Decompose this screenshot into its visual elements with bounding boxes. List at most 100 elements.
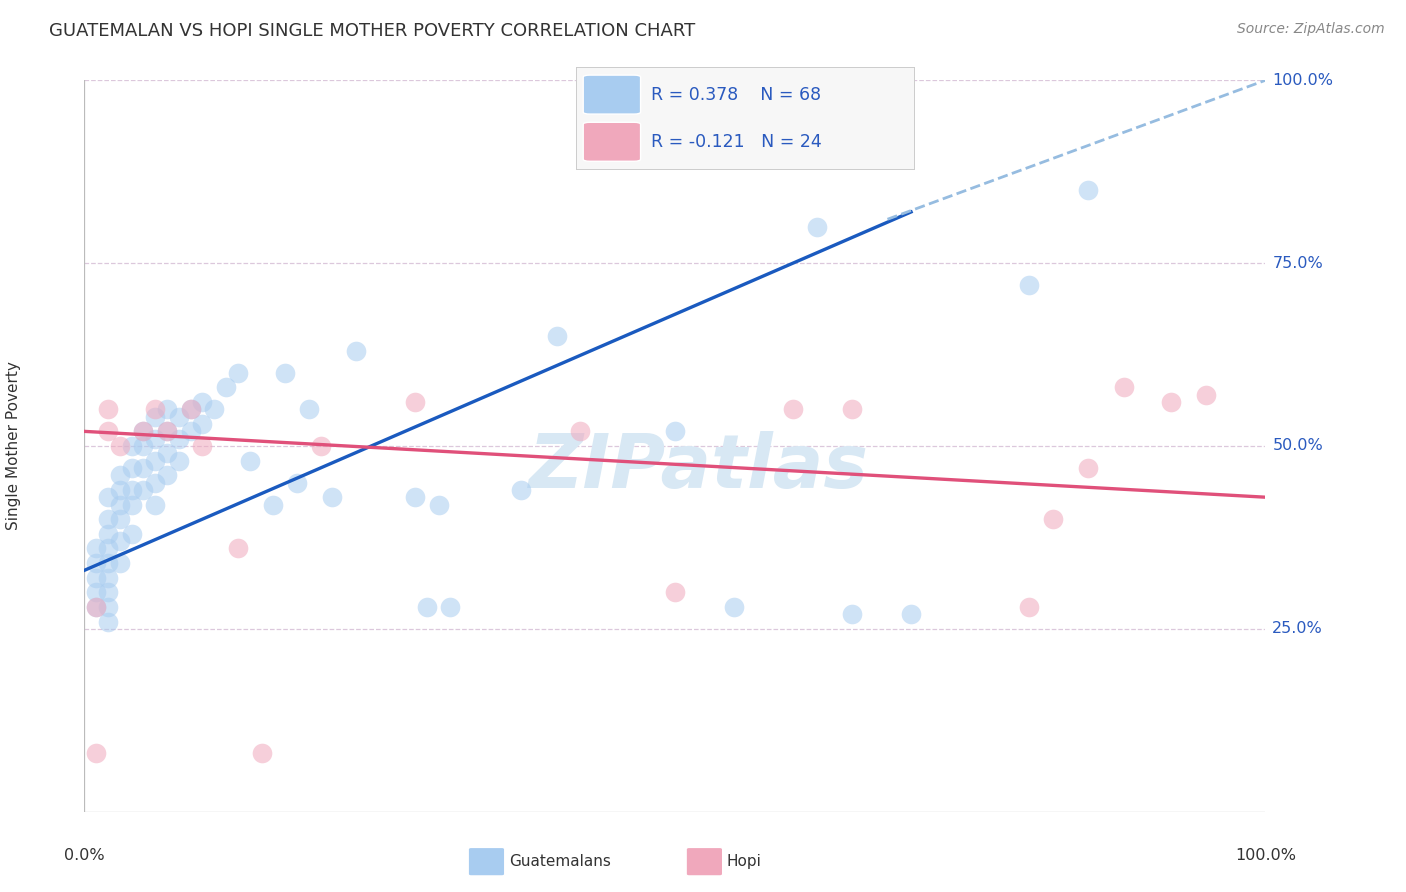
Point xyxy=(84,599,107,614)
Point xyxy=(108,439,131,453)
Point xyxy=(439,599,461,614)
Point xyxy=(97,512,120,526)
Point xyxy=(191,439,214,453)
Point xyxy=(108,498,131,512)
Point xyxy=(84,585,107,599)
Point xyxy=(180,425,202,439)
Text: 100.0%: 100.0% xyxy=(1234,848,1296,863)
Point xyxy=(97,556,120,570)
Point xyxy=(121,483,143,497)
Point xyxy=(143,498,166,512)
Point xyxy=(900,607,922,622)
Point xyxy=(191,395,214,409)
Point xyxy=(416,599,439,614)
Point xyxy=(132,425,155,439)
Point xyxy=(156,468,179,483)
Point xyxy=(723,599,745,614)
Point xyxy=(132,425,155,439)
Point xyxy=(510,483,533,497)
Point xyxy=(841,402,863,417)
Point xyxy=(97,615,120,629)
Point xyxy=(97,599,120,614)
Point xyxy=(239,453,262,467)
Point xyxy=(143,402,166,417)
Point xyxy=(404,490,426,504)
Text: Single Mother Poverty: Single Mother Poverty xyxy=(6,361,21,531)
Point xyxy=(84,599,107,614)
Point xyxy=(156,402,179,417)
Point xyxy=(1018,599,1040,614)
Point xyxy=(97,526,120,541)
Point xyxy=(1077,183,1099,197)
Point xyxy=(321,490,343,504)
Point xyxy=(97,490,120,504)
Point xyxy=(97,425,120,439)
Text: Source: ZipAtlas.com: Source: ZipAtlas.com xyxy=(1237,22,1385,37)
Point xyxy=(167,432,190,446)
Point xyxy=(191,417,214,431)
Point xyxy=(1160,395,1182,409)
Point xyxy=(121,498,143,512)
Point xyxy=(132,461,155,475)
Point xyxy=(1018,278,1040,293)
Point xyxy=(97,571,120,585)
Point xyxy=(156,425,179,439)
Point xyxy=(167,409,190,424)
Text: R = -0.121   N = 24: R = -0.121 N = 24 xyxy=(651,133,821,151)
Point xyxy=(841,607,863,622)
Point xyxy=(1195,388,1218,402)
Point xyxy=(167,453,190,467)
Point xyxy=(97,541,120,556)
Point xyxy=(546,329,568,343)
Point xyxy=(97,585,120,599)
Point xyxy=(108,483,131,497)
Point xyxy=(180,402,202,417)
Point xyxy=(108,512,131,526)
Point xyxy=(404,395,426,409)
Point xyxy=(108,556,131,570)
Point xyxy=(250,746,273,760)
Point xyxy=(143,475,166,490)
Point xyxy=(274,366,297,380)
Point xyxy=(84,556,107,570)
Point xyxy=(806,219,828,234)
Point xyxy=(782,402,804,417)
Point xyxy=(143,432,166,446)
Point xyxy=(143,453,166,467)
Point xyxy=(226,366,249,380)
Point xyxy=(121,439,143,453)
Text: GUATEMALAN VS HOPI SINGLE MOTHER POVERTY CORRELATION CHART: GUATEMALAN VS HOPI SINGLE MOTHER POVERTY… xyxy=(49,22,696,40)
Point xyxy=(1042,512,1064,526)
Point xyxy=(108,468,131,483)
Text: 25.0%: 25.0% xyxy=(1272,622,1323,636)
Point xyxy=(156,425,179,439)
Point xyxy=(143,409,166,424)
Point xyxy=(1112,380,1135,394)
Text: 75.0%: 75.0% xyxy=(1272,256,1323,270)
Point xyxy=(121,526,143,541)
Point xyxy=(132,439,155,453)
Point xyxy=(84,746,107,760)
FancyBboxPatch shape xyxy=(583,75,641,114)
Point xyxy=(226,541,249,556)
Point xyxy=(309,439,332,453)
Point xyxy=(344,343,367,358)
Point xyxy=(121,461,143,475)
Point xyxy=(427,498,450,512)
Text: 0.0%: 0.0% xyxy=(65,848,104,863)
Text: ZIPatlas: ZIPatlas xyxy=(529,432,869,505)
Point xyxy=(132,483,155,497)
Point xyxy=(664,425,686,439)
FancyBboxPatch shape xyxy=(583,122,641,161)
Point xyxy=(84,541,107,556)
Point xyxy=(298,402,321,417)
Text: Guatemalans: Guatemalans xyxy=(509,855,610,869)
Point xyxy=(285,475,308,490)
Point xyxy=(1077,461,1099,475)
Point xyxy=(215,380,238,394)
Point xyxy=(180,402,202,417)
Point xyxy=(569,425,592,439)
Text: 100.0%: 100.0% xyxy=(1272,73,1333,87)
Point xyxy=(202,402,225,417)
Point xyxy=(664,585,686,599)
